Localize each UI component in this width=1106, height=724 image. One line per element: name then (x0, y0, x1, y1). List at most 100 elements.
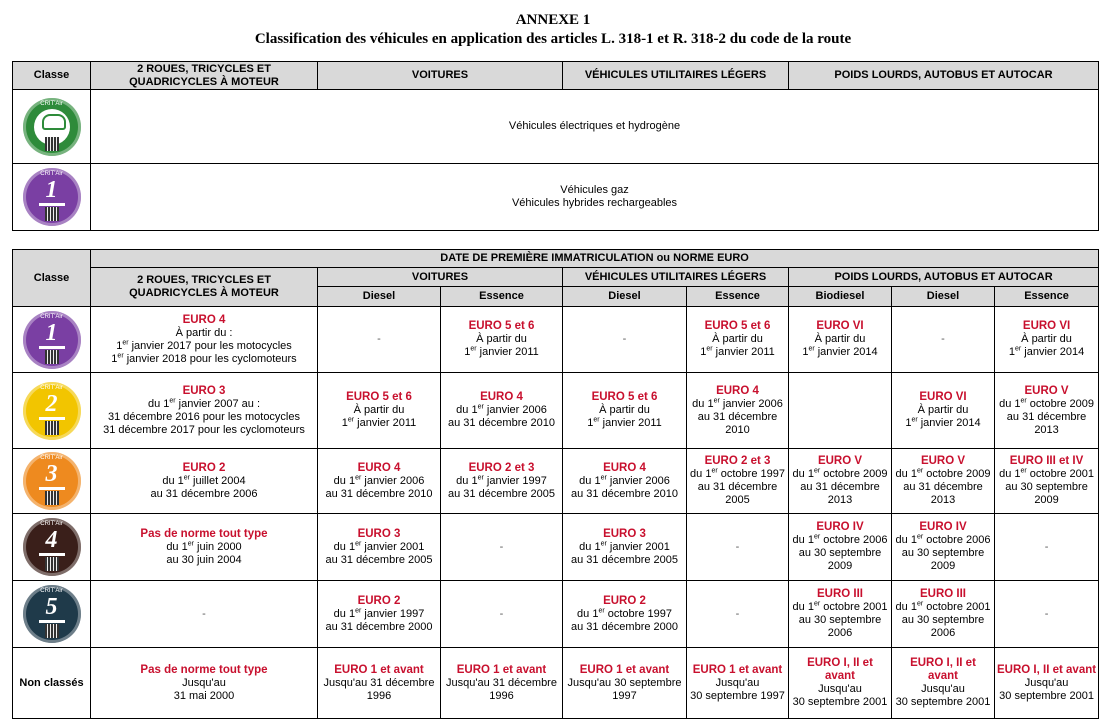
critair-3-badge: CRIT'Air 3 (22, 452, 81, 510)
date-line: Jusqu'au (921, 683, 965, 695)
date-line: À partir du (1021, 333, 1072, 345)
norm-cell: EURO IV du 1er octobre 2006 au 30 septembr… (788, 513, 892, 581)
euro-norm: EURO 4 (182, 313, 226, 326)
date-line: au 31 décembre (1006, 410, 1087, 423)
euro-norm: EURO 1 et avant (456, 663, 547, 676)
critair-5-badge: CRIT'Air 5 (22, 585, 81, 643)
euro-norm: EURO 2 (357, 594, 401, 607)
norm-cell: Pas de norme tout type Jusqu'au 31 mai 200… (90, 647, 318, 719)
norm-cell: EURO VI À partir du 1er janvier 2014 (788, 306, 892, 373)
euro-norm: EURO 4 (480, 391, 523, 403)
norm-cell: - (993, 580, 1100, 648)
euro-norm: EURO I, II et avant (910, 657, 976, 682)
euro-norm: EURO V (920, 455, 966, 467)
date-line: 2009 (827, 560, 853, 572)
qr-code-icon (44, 491, 59, 505)
qr-code-icon (44, 349, 59, 364)
qr-code-icon (44, 136, 59, 151)
dash: - (499, 607, 504, 620)
date-line: Jusqu'au 31 décembre (446, 676, 557, 689)
norm-cell: - (891, 306, 995, 373)
norm-cell: EURO III du 1er octobre 2001 au 30 septemb… (788, 580, 892, 648)
date-line: 1er janvier 2017 pour les motocycles (116, 338, 292, 352)
dash: - (499, 540, 504, 553)
date-line: du 1er janvier 2001 (333, 539, 425, 553)
header-heavy: POIDS LOURDS, AUTOBUS ET AUTOCAR (788, 61, 1099, 90)
date-line: du 1er octobre 2001 (999, 467, 1095, 480)
norm-cell: EURO I, II et avant Jusqu'au 30 septembre … (993, 647, 1100, 719)
date-line: À partir du (599, 404, 650, 416)
norm-cell: - (993, 513, 1100, 581)
date-line: du 1er octobre 2001 (792, 600, 888, 613)
euro-norm: EURO III (919, 588, 966, 600)
euro-norm: EURO VI (919, 391, 967, 403)
critair-1-badge: CRIT'Air 1 (22, 310, 81, 369)
class-cell: CRIT'Air 5 (12, 580, 91, 648)
dash: - (377, 333, 381, 345)
euro-norm: EURO VI (816, 320, 864, 332)
date-line: au 31 décembre 2006 (150, 487, 258, 500)
euro-norm: EURO 3 (182, 384, 226, 397)
norm-cell: EURO 2 du 1er octobre 1997 au 31 décembre … (562, 580, 687, 648)
date-line: du 1er octobre 2001 (895, 600, 991, 613)
header-light-utility: VÉHICULES UTILITAIRES LÉGERS (562, 267, 789, 287)
euro-norm: EURO V (817, 455, 863, 467)
date-line: À partir du (917, 404, 969, 416)
norm-cell: - (562, 306, 687, 373)
date-line: au 31 décembre 2010 (325, 487, 433, 500)
non-classes-label: Non classés (19, 676, 84, 689)
electric-car-icon (41, 113, 66, 130)
euro-norm: EURO 1 et avant (692, 663, 783, 676)
euro-norm: EURO 4 (716, 384, 759, 397)
critair-2-badge: CRIT'Air 2 (22, 381, 81, 440)
norm-cell: EURO 4 du 1er janvier 2006 au 31 décembre 2… (686, 372, 789, 449)
norm-cell: EURO IV du 1er octobre 2006 au 30 septembr… (891, 513, 995, 581)
date-line: Jusqu'au (182, 676, 226, 689)
energy-class-table: Classe 2 ROUES, TRICYCLES ET QUADRICYCLE… (12, 61, 1099, 231)
norm-cell: EURO 2 du 1er janvier 1997 au 31 décembre … (317, 580, 441, 648)
row-description: Véhicules gaz Véhicules hybrides recharge… (90, 163, 1099, 231)
date-line: 1er janvier 2011 (464, 345, 539, 358)
euro-norm: EURO 2 (182, 461, 226, 474)
annex-title: ANNEXE 1 (515, 12, 591, 28)
norm-cell: - (440, 513, 563, 581)
date-line: au 31 décembre 2010 (570, 487, 679, 500)
euro-norm: EURO IV (816, 521, 864, 533)
subheader-essence: Essence (993, 286, 1100, 307)
subheader-diesel: Diesel (562, 286, 687, 307)
date-line: Jusqu'au (818, 683, 862, 695)
date-line: du 1er octobre 2006 (895, 533, 991, 546)
euro-norm: Pas de norme tout type (140, 527, 268, 540)
date-line: 1996 (489, 689, 514, 702)
euro-norm: EURO IV (919, 521, 967, 533)
date-line: 2006 (930, 627, 956, 639)
date-line: au 31 décembre (697, 410, 778, 423)
date-line: 2013 (1034, 423, 1059, 436)
date-line: 2009 (1034, 494, 1059, 506)
date-line: du 1er juin 2000 (166, 539, 242, 553)
date-line: 1er janvier 2011 (341, 416, 417, 429)
norm-cell: EURO 2 du 1er juillet 2004 au 31 décembre … (90, 448, 318, 514)
date-line: 1er janvier 2014 (1008, 345, 1085, 358)
date-line: 30 septembre 1997 (690, 689, 785, 702)
date-line: au 31 décembre 2005 (570, 553, 679, 566)
norm-cell (788, 372, 892, 449)
date-line: au 31 décembre (697, 481, 778, 493)
norm-cell: EURO 1 et avant Jusqu'au 30 septembre 1997 (562, 647, 687, 719)
euro-norm: EURO 1 et avant (334, 663, 424, 676)
date-line: 31 décembre 2016 pour les motocycles (108, 410, 300, 423)
date-line: du 1er octobre 1997 (577, 606, 672, 620)
annex-subtitle: Classification des véhicules en applicat… (254, 31, 852, 47)
date-line: du 1er octobre 2006 (792, 533, 888, 546)
table-row: CRIT'Air 3 EURO 2 du 1er juillet 2004 au 31 … (12, 448, 1100, 514)
norm-cell: EURO 3 du 1er janvier 2001 au 31 décembre … (562, 513, 687, 581)
date-line: À partir du (353, 404, 405, 416)
dash: - (202, 607, 206, 620)
date-line: 2010 (725, 423, 750, 436)
date-line: 30 septembre 2001 (792, 696, 888, 708)
